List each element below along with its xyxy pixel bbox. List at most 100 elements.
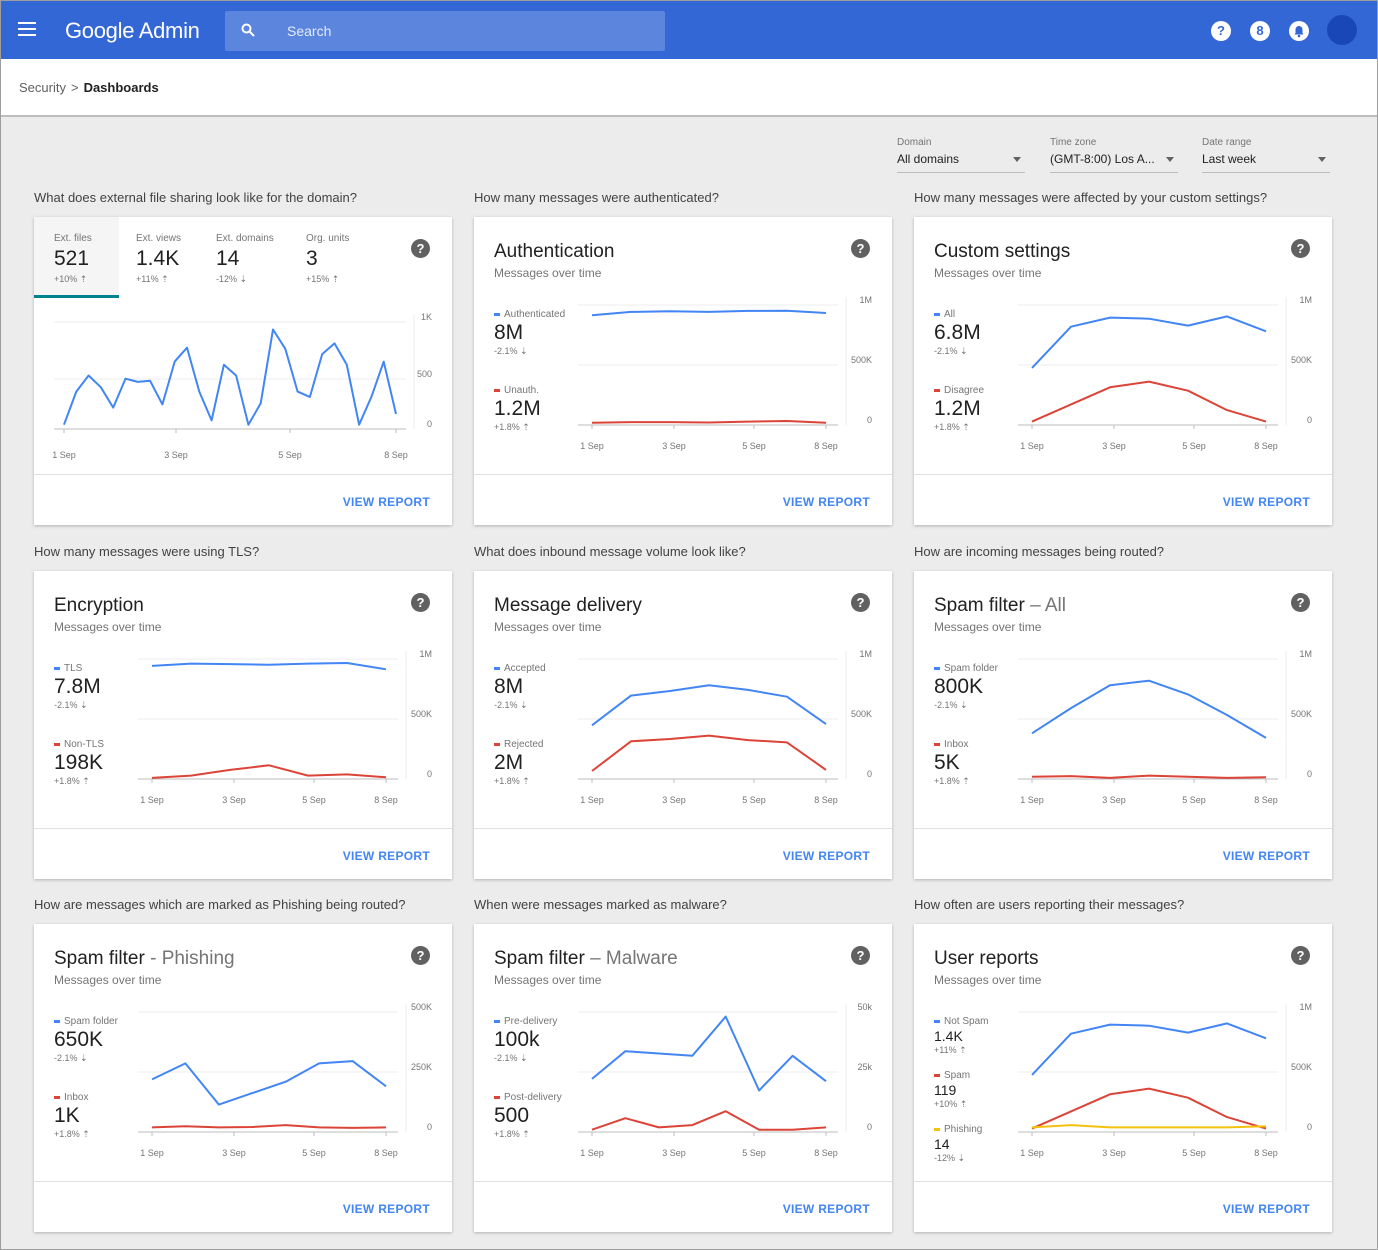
series-line-red	[591, 734, 827, 772]
view-report-button[interactable]: VIEW REPORT	[782, 1202, 870, 1216]
date-range-filter-select[interactable]: Last week	[1202, 152, 1330, 173]
tab-label: Ext. files	[54, 233, 92, 244]
search-input[interactable]	[287, 19, 647, 43]
apps-icon[interactable]: 8	[1250, 21, 1270, 41]
card-question: What does external file sharing look lik…	[34, 190, 358, 205]
legend-value: 8M	[494, 321, 524, 344]
view-report-button[interactable]: VIEW REPORT	[1222, 495, 1310, 509]
help-icon[interactable]: ?	[1291, 239, 1310, 258]
dashboard-card: 1M 500K 0 1 Sep 3 Sep 5 Sep 8 Sep Message deliv…	[474, 571, 892, 879]
timezone-filter[interactable]: Time zone (GMT-8:00) Los A...	[1050, 137, 1182, 173]
x-tick-label: 3 Sep	[1102, 441, 1126, 451]
x-tick-label: 8 Sep	[374, 1148, 398, 1158]
search-box[interactable]	[225, 11, 665, 51]
metric-tab[interactable]: Ext. domains 14 -12% ⇣	[216, 217, 296, 299]
x-tick-label: 3 Sep	[222, 1148, 246, 1158]
view-report-button[interactable]: VIEW REPORT	[1222, 1202, 1310, 1216]
domain-filter[interactable]: Domain All domains	[897, 137, 1029, 173]
help-icon[interactable]: ?	[411, 593, 430, 612]
metric-tab[interactable]: Ext. files 521 +10% ⇡	[54, 217, 134, 299]
series-line-blue	[1031, 1022, 1267, 1076]
legend-swatch	[494, 743, 500, 746]
help-icon[interactable]: ?	[1211, 21, 1231, 41]
x-tick-label: 5 Sep	[302, 795, 326, 805]
x-tick-label: 5 Sep	[742, 1148, 766, 1158]
chart: 1M 500K 0 1 Sep 3 Sep 5 Sep 8 Sep	[1018, 295, 1312, 451]
x-tick-label: 5 Sep	[302, 1148, 326, 1158]
help-icon[interactable]: ?	[411, 946, 430, 965]
view-report-button[interactable]: VIEW REPORT	[782, 849, 870, 863]
card-subtitle: Messages over time	[934, 266, 1042, 280]
view-report-button[interactable]: VIEW REPORT	[342, 1202, 430, 1216]
legend-value: 1K	[54, 1104, 80, 1127]
series-line-red	[591, 420, 827, 424]
card-title-main: Authentication	[494, 241, 615, 262]
avatar[interactable]	[1327, 15, 1357, 45]
series-legend: Inbox 1K +1.8% ⇡	[54, 1092, 90, 1140]
metric-tab[interactable]: Org. units 3 +15% ⇡	[306, 217, 386, 299]
dashboard-card: 1M 500K 0 1 Sep 3 Sep 5 Sep 8 Sep Spam filter –…	[914, 571, 1332, 879]
help-icon[interactable]: ?	[851, 946, 870, 965]
legend-name: Post-delivery	[494, 1092, 562, 1103]
help-icon[interactable]: ?	[411, 239, 430, 258]
domain-filter-label: Domain	[897, 137, 932, 148]
tab-label: Org. units	[306, 233, 350, 244]
x-tick-label: 8 Sep	[1254, 1148, 1278, 1158]
search-icon	[241, 23, 255, 37]
notifications-icon[interactable]	[1289, 21, 1309, 41]
help-icon[interactable]: ?	[1291, 946, 1310, 965]
help-icon[interactable]: ?	[851, 593, 870, 612]
legend-swatch	[934, 743, 940, 746]
card-divider	[914, 1181, 1332, 1182]
card-title-main: Spam filter	[54, 948, 145, 969]
metric-tab[interactable]: Ext. views 1.4K +11% ⇡	[136, 217, 216, 299]
help-icon[interactable]: ?	[1291, 593, 1310, 612]
view-report-button[interactable]: VIEW REPORT	[782, 495, 870, 509]
series-line-blue	[591, 1015, 827, 1092]
card-title: Message delivery	[494, 595, 642, 617]
legend-swatch	[494, 389, 500, 392]
legend-value: 800K	[934, 675, 984, 698]
domain-filter-select[interactable]: All domains	[897, 152, 1025, 173]
legend-swatch	[934, 389, 940, 392]
x-tick-label: 1 Sep	[580, 795, 604, 805]
app-logo[interactable]: Google Admin	[65, 18, 200, 43]
legend-value: 650K	[54, 1028, 104, 1051]
card-question: How many messages were affected by your …	[914, 190, 1268, 205]
breadcrumb-bar: Security > Dashboards	[1, 59, 1377, 117]
legend-name: Not Spam	[934, 1016, 988, 1027]
legend-name: TLS	[54, 663, 101, 674]
chart: 500K 250K 0 1 Sep 3 Sep 5 Sep 8 Sep	[138, 1002, 432, 1158]
view-report-button[interactable]: VIEW REPORT	[342, 849, 430, 863]
x-tick-label: 8 Sep	[384, 450, 408, 460]
card-title: Encryption	[54, 595, 144, 617]
view-report-button[interactable]: VIEW REPORT	[1222, 849, 1310, 863]
series-legend: Non-TLS 198K +1.8% ⇡	[54, 739, 104, 787]
series-legend: Unauth. 1.2M +1.8% ⇡	[494, 385, 541, 433]
help-icon[interactable]: ?	[851, 239, 870, 258]
tab-delta: +15% ⇡	[306, 274, 340, 284]
legend-name: Spam folder	[934, 663, 998, 674]
date-range-filter[interactable]: Date range Last week	[1202, 137, 1334, 173]
view-report-button[interactable]: VIEW REPORT	[342, 495, 430, 509]
legend-name-text: Inbox	[64, 1092, 89, 1103]
legend-swatch	[494, 1020, 500, 1023]
y-tick-label: 25k	[857, 1062, 872, 1072]
y-tick-label: 500K	[1291, 1062, 1312, 1072]
domain-filter-value: All domains	[897, 152, 960, 166]
y-tick-label: 0	[427, 769, 432, 779]
y-tick-label: 1M	[859, 649, 872, 659]
dashboard-card: 1M 500K 0 1 Sep 3 Sep 5 Sep 8 Sep User reports M…	[914, 924, 1332, 1232]
legend-name: Inbox	[934, 739, 970, 750]
card-question: What does inbound message volume look li…	[474, 544, 746, 559]
x-tick-label: 5 Sep	[742, 795, 766, 805]
dashboard-card: 50k 25k 0 1 Sep 3 Sep 5 Sep 8 Sep Spam filter –…	[474, 924, 892, 1232]
y-tick-label: 1K	[421, 312, 432, 322]
breadcrumb-security[interactable]: Security	[19, 80, 66, 95]
menu-icon[interactable]	[18, 22, 36, 36]
legend-swatch	[54, 1020, 60, 1023]
legend-delta: -2.1% ⇣	[54, 700, 88, 710]
timezone-filter-select[interactable]: (GMT-8:00) Los A...	[1050, 152, 1178, 173]
legend-name-text: Non-TLS	[64, 739, 105, 750]
legend-name: Authenticated	[494, 309, 565, 320]
